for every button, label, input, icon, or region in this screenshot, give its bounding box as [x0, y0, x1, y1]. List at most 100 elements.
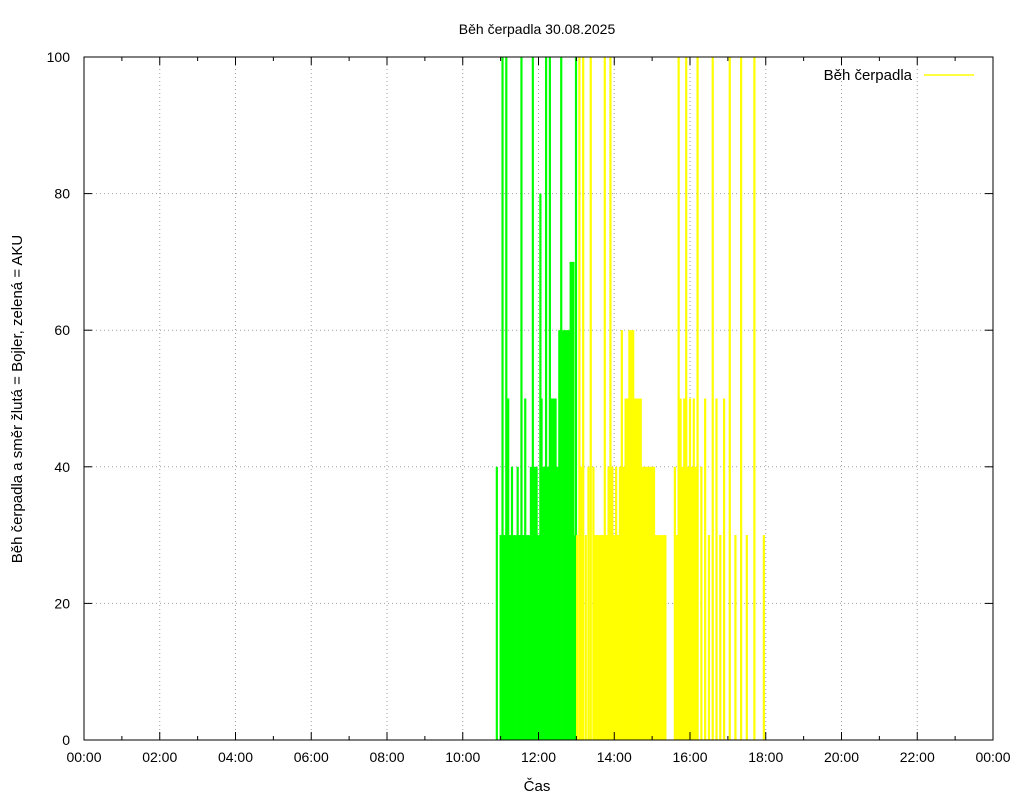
bojler-bar — [704, 398, 707, 740]
aku-bar — [514, 535, 517, 740]
bojler-bar — [599, 535, 603, 740]
y-tick-label: 60 — [54, 322, 70, 338]
bojler-bar — [630, 330, 633, 740]
aku-bar — [572, 261, 575, 740]
bojler-bar — [654, 535, 658, 740]
aku-bar — [499, 535, 502, 740]
x-tick-label: 08:00 — [369, 749, 404, 765]
bojler-bar — [589, 57, 592, 740]
x-tick-label: 12:00 — [521, 749, 556, 765]
x-tick-label: 22:00 — [900, 749, 935, 765]
bojler-bar — [694, 466, 697, 740]
bojler-bar — [609, 57, 612, 740]
aku-bar — [546, 466, 550, 740]
aku-bar — [522, 535, 525, 740]
aku-bar — [507, 398, 510, 740]
bojler-bar — [660, 535, 663, 740]
aku-bar — [554, 398, 557, 740]
bojler-bar — [626, 398, 629, 740]
aku-bar — [544, 57, 548, 740]
aku-bar — [573, 535, 576, 740]
aku-bar — [558, 330, 561, 740]
bojler-bar — [652, 466, 656, 740]
aku-bar — [539, 193, 542, 741]
aku-bar — [510, 466, 514, 740]
aku-bar — [518, 535, 521, 740]
aku-bar — [503, 535, 506, 740]
bojler-bar — [679, 398, 682, 740]
aku-bar — [560, 57, 563, 740]
aku-bar — [548, 57, 551, 740]
x-tick-label: 18:00 — [748, 749, 783, 765]
bojler-bar — [647, 466, 650, 740]
bojler-bar — [615, 466, 618, 740]
x-tick-label: 04:00 — [218, 749, 253, 765]
bojler-bar — [587, 466, 590, 740]
bojler-bar — [596, 535, 599, 740]
bojler-bar — [613, 535, 616, 740]
aku-bar — [540, 398, 543, 740]
bojler-bar — [681, 466, 684, 740]
aku-bar — [570, 261, 573, 740]
bojler-bar — [584, 535, 587, 740]
bojler-bar — [664, 535, 667, 740]
bojler-bar — [692, 398, 695, 740]
aku-bar — [543, 466, 546, 740]
aku-bar — [495, 466, 498, 740]
bojler-bar — [656, 535, 659, 740]
axis-ticks: 00:00 02:00 04:00 06:00 08:00 10:00 12:00 14:00… — [47, 49, 1011, 765]
aku-bar — [512, 535, 515, 740]
legend-label: Běh čerpadla — [824, 67, 913, 84]
legend: Běh čerpadla — [824, 67, 974, 84]
bojler-bar — [580, 466, 583, 740]
chart-title: Běh čerpadla 30.08.2025 — [459, 21, 616, 37]
bojler-bar — [594, 535, 597, 740]
bojler-bar — [685, 57, 688, 740]
bojler-bar — [635, 398, 639, 740]
bojler-bar — [603, 57, 606, 740]
bojler-bar — [762, 535, 765, 740]
x-tick-label: 16:00 — [672, 749, 707, 765]
bojler-bar — [715, 398, 718, 740]
bojler-bar — [677, 57, 680, 740]
bojler-bar — [728, 57, 731, 740]
bojler-bar — [688, 398, 692, 740]
bojler-bar — [624, 398, 627, 740]
aku-bar — [567, 330, 570, 740]
bojler-bar — [637, 398, 640, 740]
aku-bar — [533, 466, 536, 740]
aku-bar — [526, 535, 529, 740]
bojler-bar — [620, 330, 623, 740]
y-tick-label: 40 — [54, 459, 70, 475]
bojler-bar — [633, 398, 637, 740]
bojler-bar — [601, 535, 604, 740]
bojler-bar — [622, 466, 625, 740]
bojler-bar — [582, 57, 585, 740]
bojler-bar — [651, 466, 654, 740]
aku-bar — [556, 466, 559, 740]
y-tick-label: 100 — [47, 49, 71, 65]
aku-bar — [574, 57, 578, 740]
aku-bar — [531, 57, 534, 740]
aku-bar — [535, 466, 538, 740]
bojler-bar — [675, 535, 678, 740]
aku-bar — [524, 398, 527, 740]
bojler-bar — [719, 535, 722, 740]
aku-bar — [529, 466, 533, 740]
x-tick-label: 10:00 — [445, 749, 480, 765]
y-axis-label: Běh čerpadla a směr žlutá = Bojler, zele… — [9, 235, 26, 564]
bojler-bar — [605, 535, 608, 740]
aku-bar — [537, 535, 540, 740]
bojler-bar — [673, 466, 676, 740]
bojler-bar — [616, 535, 620, 740]
aku-bar — [562, 330, 565, 740]
bojler-bar — [639, 398, 642, 740]
y-tick-label: 20 — [54, 595, 70, 611]
bojler-bar — [662, 535, 665, 740]
x-tick-label: 14:00 — [597, 749, 632, 765]
bojler-bar — [598, 535, 601, 740]
bojler-bar — [711, 57, 714, 740]
aku-bar — [565, 330, 569, 740]
x-tick-label: 06:00 — [294, 749, 329, 765]
